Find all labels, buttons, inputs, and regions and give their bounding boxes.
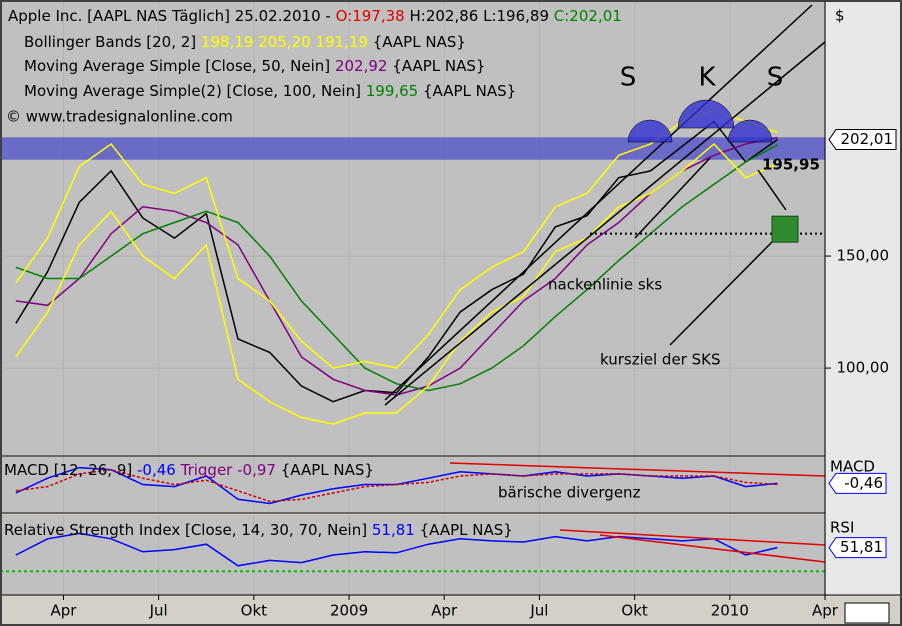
legend-symbol: {AAPL NAS} (392, 57, 485, 75)
annotation: 195,95 (762, 156, 820, 174)
legend-name: Relative Strength Index [Close, 14, 30, … (4, 521, 367, 539)
x-tick-label: Apr (812, 602, 839, 620)
corner-box (844, 602, 890, 624)
annotation: S (620, 63, 637, 93)
legend-value: -0,97 (237, 461, 276, 479)
shoulder (727, 119, 773, 143)
macd-panel (0, 457, 825, 512)
decorations (384, 4, 826, 406)
legend-entry: MACD [12, 26, 9] -0,46 Trigger -0,97 {AA… (4, 461, 374, 479)
resistance-zone (0, 137, 825, 160)
trend-line (384, 4, 813, 401)
arrow (669, 241, 773, 346)
last-value-label: 51,81 (840, 538, 883, 556)
grid (0, 0, 831, 600)
head (677, 99, 735, 129)
series-line (15, 468, 778, 503)
shoulder (627, 119, 673, 143)
last-value-marker (828, 537, 887, 559)
x-tick-label: Apr (50, 602, 77, 620)
bollinger-lower (15, 142, 778, 425)
legend-entry: Relative Strength Index [Close, 14, 30, … (4, 521, 513, 539)
arrow (757, 169, 787, 211)
y-unit: $ (835, 7, 845, 25)
legend-name: Trigger (180, 461, 234, 479)
divergence-line (559, 529, 826, 546)
open: O:197,38 (336, 7, 405, 25)
legend-value: -0,46 (137, 461, 176, 479)
x-tick-label: Jul (149, 602, 168, 620)
y-tick-label: 100,00 (837, 359, 890, 377)
legend-entry: Bollinger Bands [20, 2] 198,19 205,20 19… (24, 33, 466, 51)
legend-symbol: {AAPL NAS} (373, 33, 466, 51)
low: L:196,89 (483, 7, 549, 25)
divergence-line (449, 462, 826, 477)
axis-title: MACD (830, 458, 875, 476)
annotation: nackenlinie sks (548, 276, 662, 294)
annotation: S (767, 63, 784, 93)
series-line (15, 120, 778, 403)
header-name: Apple Inc. [AAPL NAS Täglich] 25.02.2010… (8, 7, 331, 25)
marks (0, 109, 897, 573)
price-panel (0, 0, 825, 455)
texts: Apple Inc. [AAPL NAS Täglich] 25.02.2010… (4, 7, 893, 620)
x-tick-label: 2009 (330, 602, 368, 620)
y-tick-label: 150,00 (837, 247, 890, 265)
divergence-line (599, 534, 826, 563)
x-tick-label: Apr (431, 602, 458, 620)
x-tick-label: Okt (241, 602, 267, 620)
annotation: kursziel der SKS (600, 351, 720, 369)
legend-name: MACD [12, 26, 9] (4, 461, 132, 479)
last-price-marker (828, 129, 897, 151)
legend-symbol: {AAPL NAS} (423, 82, 516, 100)
arrow (634, 157, 711, 239)
x-tick-label: Jul (529, 602, 548, 620)
annotation: K (698, 63, 716, 93)
last-value-marker (828, 472, 887, 494)
shoulder-markers (627, 99, 773, 143)
legend-symbol: {AAPL NAS} (281, 461, 374, 479)
axis-title: RSI (830, 519, 854, 537)
high: H:202,86 (409, 7, 478, 25)
bollinger-upper (15, 109, 778, 369)
legend-value: 198,19 205,20 191,19 (201, 33, 368, 51)
value-axis-panel (826, 0, 902, 595)
x-tick-label: 2010 (711, 602, 749, 620)
legend-name: Moving Average Simple(2) [Close, 100, Ne… (24, 82, 361, 100)
legend-name: Bollinger Bands [20, 2] (24, 33, 196, 51)
legend-value: 51,81 (372, 521, 415, 539)
annotation: bärische divergenz (498, 484, 641, 502)
copyright: © www.tradesignalonline.com (6, 108, 233, 126)
legend-entry: Moving Average Simple [Close, 50, Nein] … (24, 57, 485, 75)
legend-symbol: {AAPL NAS} (420, 521, 513, 539)
header: Apple Inc. [AAPL NAS Täglich] 25.02.2010… (8, 7, 622, 25)
close: C:202,01 (554, 7, 622, 25)
last-price-label: 202,01 (841, 130, 894, 148)
series-line (15, 532, 778, 567)
legend-value: 202,92 (335, 57, 388, 75)
divergence-lines (449, 462, 826, 563)
x-tick-label: Okt (621, 602, 647, 620)
legend-name: Moving Average Simple [Close, 50, Nein] (24, 57, 330, 75)
legend-entry: Moving Average Simple(2) [Close, 100, Ne… (24, 82, 516, 100)
last-value-label: -0,46 (844, 474, 883, 492)
target-box (771, 215, 799, 243)
rsi-panel (0, 515, 825, 595)
neckline (384, 41, 826, 406)
legend-value: 199,65 (366, 82, 419, 100)
